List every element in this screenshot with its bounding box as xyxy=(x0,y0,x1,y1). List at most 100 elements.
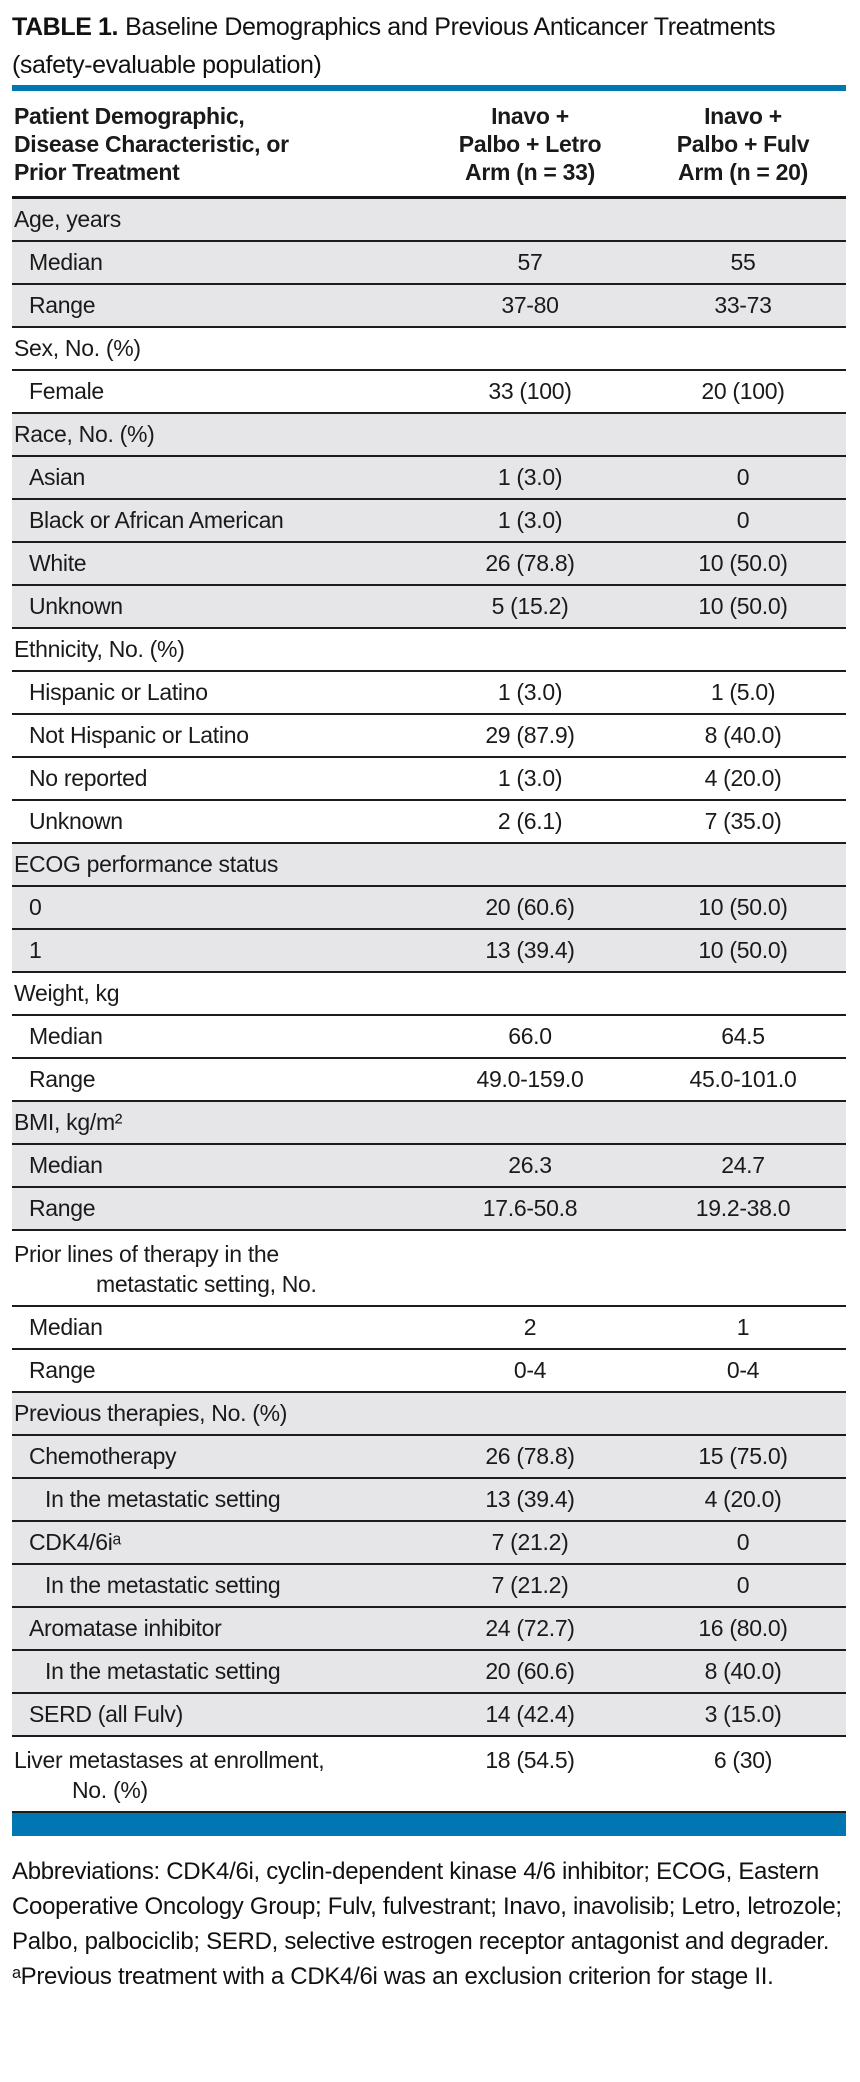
table-row: Unknown 2 (6.1) 7 (35.0) xyxy=(12,801,846,844)
row-label: Range xyxy=(29,292,96,318)
row-value-fulv-arm: 55 xyxy=(730,249,756,275)
table-row: Liver metastases at enrollment, No. (%) 18… xyxy=(12,1737,846,1813)
row-value-fulv-arm: 8 (40.0) xyxy=(704,1658,782,1684)
row-label: Median xyxy=(29,1314,103,1340)
row-value-fulv-arm: 1 (5.0) xyxy=(710,679,776,705)
section-row: Sex, No. (%) xyxy=(12,328,846,371)
row-label: Sex, No. (%) xyxy=(14,335,141,361)
row-value-letro-arm: 5 (15.2) xyxy=(491,593,569,619)
table-header-row: Patient Demographic, Disease Characteris… xyxy=(12,91,846,199)
row-value-letro-arm: 49.0-159.0 xyxy=(476,1066,584,1092)
row-label: Median xyxy=(29,1023,103,1049)
table-bottom-rule xyxy=(12,1813,846,1836)
table-row: Aromatase inhibitor 24 (72.7) 16 (80.0) xyxy=(12,1608,846,1651)
row-value-letro-arm: 13 (39.4) xyxy=(485,1486,575,1512)
row-value-letro-arm: 17.6-50.8 xyxy=(482,1195,578,1221)
row-label: Unknown xyxy=(29,808,123,834)
row-value-fulv-arm: 45.0-101.0 xyxy=(689,1066,797,1092)
row-value-letro-arm: 29 (87.9) xyxy=(485,722,575,748)
table-row: Black or African American 1 (3.0) 0 xyxy=(12,500,846,543)
row-value-fulv-arm: 16 (80.0) xyxy=(698,1615,788,1641)
row-label: Hispanic or Latino xyxy=(29,679,208,705)
table-row: Female 33 (100) 20 (100) xyxy=(12,371,846,414)
row-value-letro-arm: 7 (21.2) xyxy=(491,1572,569,1598)
table-row: Range 17.6-50.8 19.2-38.0 xyxy=(12,1188,846,1231)
row-label: Weight, kg xyxy=(14,980,120,1006)
row-label: 1 xyxy=(29,937,42,963)
row-label: Unknown xyxy=(29,593,123,619)
row-value-fulv-arm: 19.2-38.0 xyxy=(695,1195,791,1221)
row-value-letro-arm: 33 (100) xyxy=(488,378,572,404)
section-row: Prior lines of therapy in the metastatic … xyxy=(12,1231,846,1307)
row-value-fulv-arm: 64.5 xyxy=(721,1023,765,1049)
section-row: Race, No. (%) xyxy=(12,414,846,457)
row-label: In the metastatic setting xyxy=(45,1572,281,1598)
row-label: ECOG performance status xyxy=(14,851,279,877)
row-value-fulv-arm: 10 (50.0) xyxy=(698,894,788,920)
table-row: SERD (all Fulv) 14 (42.4) 3 (15.0) xyxy=(12,1694,846,1737)
row-label: Female xyxy=(29,378,104,404)
row-value-letro-arm: 37-80 xyxy=(501,292,559,318)
table-number-label: TABLE 1. xyxy=(12,13,119,41)
row-value-letro-arm: 66.0 xyxy=(508,1023,552,1049)
row-value-letro-arm: 0-4 xyxy=(513,1357,547,1383)
row-value-letro-arm: 24 (72.7) xyxy=(485,1615,575,1641)
row-label: Median xyxy=(29,249,103,275)
row-label: In the metastatic setting xyxy=(45,1486,281,1512)
row-value-fulv-arm: 15 (75.0) xyxy=(698,1443,788,1469)
row-value-letro-arm: 2 (6.1) xyxy=(497,808,563,834)
table-row: Hispanic or Latino 1 (3.0) 1 (5.0) xyxy=(12,672,846,715)
header-col-arm-letro: Inavo + Palbo + Letro Arm (n = 33) xyxy=(458,103,602,185)
row-label: Not Hispanic or Latino xyxy=(29,722,249,748)
row-value-letro-arm xyxy=(420,1231,640,1239)
row-value-fulv-arm: 6 (30) xyxy=(713,1747,773,1773)
row-value-fulv-arm: 4 (20.0) xyxy=(704,765,782,791)
row-value-letro-arm: 26.3 xyxy=(508,1152,552,1178)
table-row: Not Hispanic or Latino 29 (87.9) 8 (40.0) xyxy=(12,715,846,758)
row-value-letro-arm: 26 (78.8) xyxy=(485,1443,575,1469)
row-value-fulv-arm: 10 (50.0) xyxy=(698,937,788,963)
row-value-letro-arm: 7 (21.2) xyxy=(491,1529,569,1555)
table-row: In the metastatic setting 7 (21.2) 0 xyxy=(12,1565,846,1608)
row-label: Range xyxy=(29,1357,96,1383)
row-label: Previous therapies, No. (%) xyxy=(14,1400,288,1426)
row-label: BMI, kg/m² xyxy=(14,1109,123,1135)
abbreviations-footnote: Abbreviations: CDK4/6i, cyclin-dependent… xyxy=(12,1858,842,1955)
table-row: Asian 1 (3.0) 0 xyxy=(12,457,846,500)
table-row: Unknown 5 (15.2) 10 (50.0) xyxy=(12,586,846,629)
header-col-characteristic: Patient Demographic, Disease Characteris… xyxy=(14,103,289,185)
table-title-text: Baseline Demographics and Previous Antic… xyxy=(12,13,776,79)
row-value-letro-arm: 2 xyxy=(523,1314,537,1340)
row-label: Black or African American xyxy=(29,507,284,533)
row-label: Ethnicity, No. (%) xyxy=(14,636,185,662)
section-row: Weight, kg xyxy=(12,973,846,1016)
section-row: ECOG performance status xyxy=(12,844,846,887)
table-row: Chemotherapy 26 (78.8) 15 (75.0) xyxy=(12,1436,846,1479)
table-top-rule xyxy=(12,85,846,91)
section-row: BMI, kg/m² xyxy=(12,1102,846,1145)
row-label: White xyxy=(29,550,87,576)
row-label: Range xyxy=(29,1066,96,1092)
row-value-letro-arm: 26 (78.8) xyxy=(485,550,575,576)
row-value-letro-arm: 20 (60.6) xyxy=(485,894,575,920)
table-title: TABLE 1. Baseline Demographics and Previo… xyxy=(12,8,848,84)
row-value-letro-arm: 1 (3.0) xyxy=(497,765,563,791)
row-value-fulv-arm: 0 xyxy=(736,1572,750,1598)
row-value-letro-arm: 13 (39.4) xyxy=(485,937,575,963)
row-value-letro-arm: 57 xyxy=(517,249,543,275)
row-label: CDK4/6iᵃ xyxy=(29,1529,121,1555)
table-row: Median 26.3 24.7 xyxy=(12,1145,846,1188)
row-value-fulv-arm: 0 xyxy=(736,507,750,533)
row-value-letro-arm: 20 (60.6) xyxy=(485,1658,575,1684)
table-body: Age, years Median 57 55 Range 37-80 33-73 Sex, … xyxy=(12,199,846,1813)
row-value-fulv-arm: 10 (50.0) xyxy=(698,593,788,619)
row-label: Range xyxy=(29,1195,96,1221)
row-label: Prior lines of therapy in the metastatic … xyxy=(14,1241,317,1297)
row-value-letro-arm: 1 (3.0) xyxy=(497,507,563,533)
row-value-fulv-arm: 24.7 xyxy=(721,1152,765,1178)
row-value-fulv-arm xyxy=(640,1231,846,1239)
row-label: Age, years xyxy=(14,206,121,232)
row-value-fulv-arm: 33-73 xyxy=(714,292,772,318)
demographics-table: Patient Demographic, Disease Characteris… xyxy=(12,85,846,1836)
